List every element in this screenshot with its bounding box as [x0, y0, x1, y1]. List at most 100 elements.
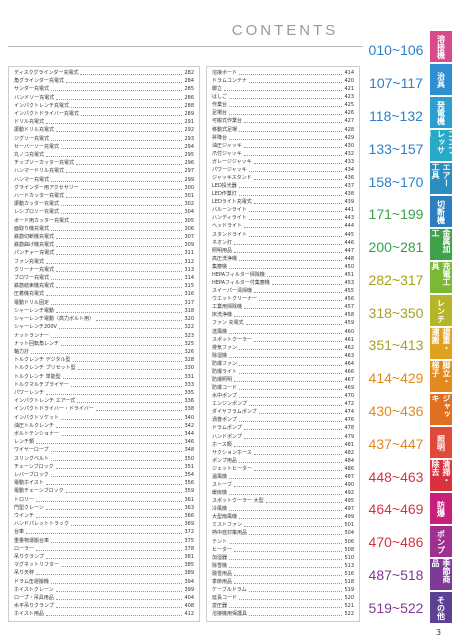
- entry-name: トロリー: [14, 496, 35, 503]
- page-range: 448~463: [368, 468, 424, 485]
- entry-page: 313: [184, 266, 194, 273]
- leader-dots: [234, 251, 343, 253]
- entry-name: ジャッキスタンド: [212, 175, 252, 182]
- entry-page: 366: [184, 512, 194, 519]
- entry-page: 450: [344, 263, 354, 270]
- leader-dots: [229, 138, 343, 140]
- entry-name: レシプロソー充電式: [14, 209, 60, 216]
- page-range: 318~350: [368, 304, 424, 321]
- entry-name: チップソーカッター充電式: [14, 160, 75, 167]
- leader-dots: [253, 179, 343, 181]
- contents-entry: 昇降台 429: [212, 135, 354, 141]
- entry-name: 延長コード: [212, 595, 238, 602]
- entry-name: インパクトドライバー充電式: [14, 111, 79, 118]
- leader-dots: [55, 607, 183, 609]
- contents-entry: 重量物運搬台車 375: [14, 538, 194, 544]
- leader-dots: [72, 361, 183, 363]
- leader-dots: [46, 123, 183, 125]
- entry-page: 436: [344, 175, 354, 182]
- section-tab: 照明: [430, 427, 452, 458]
- entry-name: はしご: [212, 94, 228, 101]
- contents-entry: 振動ドリル充電式 292: [14, 127, 194, 133]
- leader-dots: [244, 122, 343, 124]
- leader-dots: [239, 259, 343, 261]
- entry-name: ヘッドライト: [212, 223, 243, 230]
- entry-name: 面取り機充電式: [14, 225, 50, 232]
- contents-entry: ホイスト用品 412: [14, 611, 194, 617]
- entry-name: レンチ類: [14, 439, 35, 446]
- entry-name: 油圧ジャッキ: [212, 142, 242, 149]
- contents-entry: HEPAフィルター掃除機 451: [212, 272, 354, 278]
- entry-name: ナット回転角レンチ: [14, 340, 60, 347]
- contents-entry: 排気ファン 462: [212, 345, 354, 351]
- entry-page: 460: [344, 328, 354, 335]
- entry-page: 282: [184, 70, 194, 76]
- entry-name: ダイヤフラムポンプ: [212, 409, 257, 416]
- page-range: 487~518: [368, 566, 424, 583]
- leader-dots: [253, 453, 343, 455]
- entry-page: 427: [344, 118, 354, 125]
- leader-dots: [229, 494, 343, 496]
- entry-name: 振動ドリル充電式: [14, 127, 55, 134]
- entry-name: ナットランナー: [14, 332, 50, 339]
- contents-entry: 送風機 460: [212, 329, 354, 335]
- contents-entry: ハンドポンプ 479: [212, 434, 354, 440]
- contents-entry: 圧着機充電式 316: [14, 291, 194, 297]
- entry-page: 434: [344, 166, 354, 173]
- entry-page: 455: [344, 288, 354, 295]
- contents-entry: 季節用品 518: [212, 579, 354, 585]
- leader-dots: [229, 542, 343, 544]
- contents-entry: 鉄筋切断機充電式 307: [14, 234, 194, 240]
- entry-page: 420: [344, 78, 354, 85]
- contents-entry: 吊りクランプ 381: [14, 554, 194, 560]
- entry-page: 519: [344, 587, 354, 593]
- contents-entry: 除湿機 463: [212, 353, 354, 359]
- leader-dots: [254, 469, 343, 471]
- entry-name: ハンドポンプ: [212, 433, 242, 440]
- leader-dots: [51, 90, 183, 92]
- entry-page: 322: [184, 324, 194, 331]
- entry-name: グラインダー用アクセサリー: [14, 184, 79, 191]
- entry-page: 301: [184, 193, 194, 200]
- contents-entry: ハンドパレットトラック 369: [14, 521, 194, 527]
- contents-entry: ジグソー充電式 293: [14, 136, 194, 142]
- entry-page: 331: [184, 373, 194, 380]
- entry-page: 521: [344, 603, 354, 610]
- entry-name: スポットクーラー: [212, 336, 253, 343]
- page-range: 133~157: [368, 140, 424, 157]
- leader-dots: [234, 550, 343, 552]
- leader-dots: [229, 356, 343, 358]
- entry-name: 振動カッター充電式: [14, 201, 60, 208]
- leader-dots: [258, 413, 343, 415]
- leader-dots: [46, 156, 183, 158]
- contents-entry: チェーンブロック 351: [14, 464, 194, 470]
- page-range: 437~447: [368, 435, 424, 452]
- entry-name: 照明用品: [212, 247, 233, 254]
- entry-page: 461: [344, 336, 354, 343]
- page-range: 470~486: [368, 534, 424, 551]
- contents-entry: 油圧トルクレンチ 342: [14, 423, 194, 429]
- leader-dots: [229, 558, 343, 560]
- leader-dots: [56, 254, 183, 256]
- entry-page: 446: [344, 239, 354, 246]
- contents-entry: レンチ類 346: [14, 439, 194, 445]
- entry-name: チェーンブロック: [14, 463, 54, 470]
- contents-entry: 防爆コード 469: [212, 385, 354, 391]
- contents-title: CONTENTS: [231, 22, 339, 39]
- leader-dots: [238, 461, 343, 463]
- entry-page: 518: [344, 578, 354, 585]
- contents-entry: 台車 372: [14, 529, 194, 535]
- contents-entry: トルクレンチ 単能型 331: [14, 374, 194, 380]
- entry-page: 359: [184, 488, 194, 495]
- entry-name: ブロワー充電式: [14, 275, 50, 282]
- entry-name: 加湿器: [212, 554, 228, 561]
- contents-entry: スポットクーラー 大型 495: [212, 498, 354, 504]
- entry-name: ドラムポンプ: [212, 425, 242, 432]
- entry-page: 288: [184, 102, 194, 109]
- leader-dots: [60, 147, 183, 149]
- contents-entry: 変圧器 521: [212, 603, 354, 609]
- leader-dots: [51, 139, 183, 141]
- entry-page: 506: [344, 538, 354, 545]
- contents-entry: 溶接ボード 414: [212, 70, 354, 76]
- section-tab: 清掃・除去: [430, 460, 452, 491]
